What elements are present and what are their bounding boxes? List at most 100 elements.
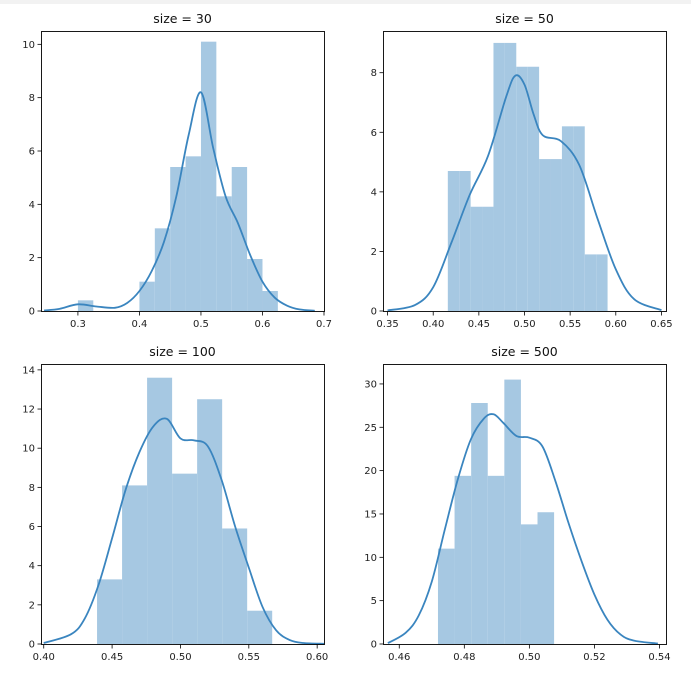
kde-line [387,413,658,645]
histogram-bar [584,254,597,311]
kde-line [387,74,662,312]
x-tick-label: 0.40 [33,652,55,663]
y-tick-label: 8 [371,68,377,79]
y-tick-label: 4 [371,187,377,198]
histogram-bar [222,528,248,644]
histogram-bar [504,379,521,644]
x-tick-label: 0.50 [169,652,191,663]
chart-panel: size = 30 0.3 0.4 0.5 0.6 0.7 0 2 4 6 8 10 [22,11,332,330]
histogram-bar [550,159,562,311]
plot-frame [41,31,325,312]
histogram-bar [247,610,273,644]
histogram-bar [200,41,217,312]
histogram-bar [147,377,173,644]
histogram-bar [482,206,494,311]
histogram-bar [573,126,585,311]
histogram-bar [470,206,483,311]
x-tick-label: 0.45 [101,652,123,663]
chart-panel: size = 500 0.46 0.48 0.50 0.52 0.54 0 5 10 15 20 25… [364,344,670,663]
x-tick-label: 0.50 [518,652,540,663]
plot-frame [41,364,325,645]
x-tick-label: 0.60 [605,319,627,330]
y-tick-label: 4 [29,561,35,572]
y-tick-label: 12 [22,405,35,416]
histogram-bar [447,171,460,311]
histogram-bar [97,579,123,644]
y-tick-label: 25 [364,423,377,434]
x-tick-label: 0.60 [306,652,328,663]
chart-panel: size = 100 0.40 0.45 0.50 0.55 0.60 0 2 4 6 8 10 12 1… [22,344,328,663]
plot-frame [383,31,667,312]
x-tick-label: 0.65 [650,319,672,330]
x-tick-label: 0.50 [513,319,535,330]
chart-title: size = 500 [491,344,558,359]
histogram-bar [493,42,505,311]
y-tick-label: 2 [29,600,35,611]
histogram-bar [172,473,198,644]
x-tick-label: 0.3 [70,319,86,330]
histogram-bar [471,403,488,644]
y-tick-label: 6 [371,128,377,139]
kde-line [43,91,315,312]
x-tick-label: 0.5 [193,319,209,330]
histogram-bar [561,126,574,311]
y-tick-label: 8 [29,93,35,104]
x-tick-label: 0.48 [453,652,475,663]
histogram-bar [504,42,517,311]
chart-title: size = 30 [153,11,212,26]
chart-title: size = 100 [149,344,216,359]
histogram-bar [596,254,608,311]
histogram-bar [537,512,555,644]
histogram-bar [459,171,471,311]
x-tick-label: 0.55 [559,319,581,330]
x-tick-label: 0.46 [388,652,410,663]
x-tick-label: 0.7 [316,319,332,330]
y-tick-label: 5 [371,596,377,607]
y-tick-label: 0 [29,307,35,318]
top-strip [0,0,691,4]
y-tick-label: 2 [371,247,377,258]
y-tick-label: 0 [371,640,377,651]
kde-line [43,417,325,645]
histogram-bar [216,196,232,311]
y-tick-label: 14 [22,365,35,376]
y-tick-label: 0 [29,640,35,651]
histogram-bar [539,159,551,311]
histogram-bar [454,475,472,644]
histogram-bar [197,399,223,644]
y-tick-label: 6 [29,147,35,158]
histogram-bar [527,66,540,312]
histogram-bar [185,156,201,311]
histogram-bar [487,475,505,644]
histogram-bar [520,524,538,644]
y-tick-label: 0 [371,307,377,318]
histogram-bar [231,167,248,311]
y-tick-label: 20 [364,466,377,477]
histogram-bar [516,66,528,312]
chart-title: size = 50 [495,11,554,26]
histogram-bar [122,485,148,644]
histogram-bar [437,548,455,644]
x-tick-label: 0.52 [583,652,605,663]
x-tick-label: 0.55 [238,652,260,663]
chart-panel: size = 50 0.35 0.40 0.45 0.50 0.55 0.60 0.65 0 2 4… [371,11,673,330]
plot-frame [383,364,667,645]
x-tick-label: 0.35 [376,319,398,330]
y-tick-label: 30 [364,379,377,390]
histogram-bar [139,281,155,311]
x-tick-label: 0.45 [468,319,490,330]
histogram-bar [154,228,171,311]
y-tick-label: 10 [22,40,35,51]
y-tick-label: 2 [29,253,35,264]
y-tick-label: 8 [29,483,35,494]
y-tick-label: 4 [29,200,35,211]
y-tick-label: 6 [29,522,35,533]
y-tick-label: 10 [22,444,35,455]
x-tick-label: 0.4 [131,319,147,330]
histogram-bar [247,259,263,311]
y-tick-label: 10 [364,553,377,564]
x-tick-label: 0.54 [648,652,670,663]
y-tick-label: 15 [364,509,377,520]
x-tick-label: 0.40 [422,319,444,330]
